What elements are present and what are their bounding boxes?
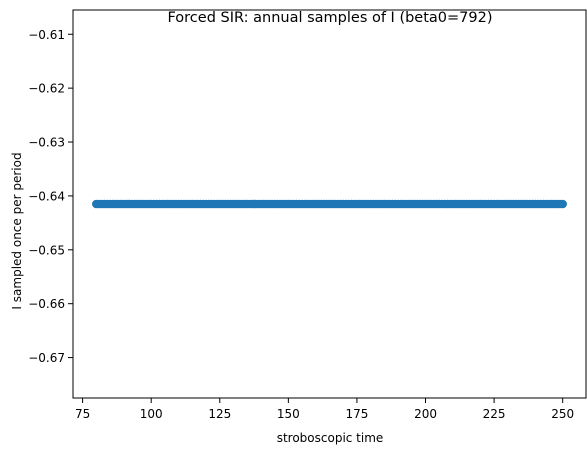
x-tick-label: 75 [75, 407, 90, 421]
x-tick-label: 150 [277, 407, 300, 421]
x-tick-label: 125 [208, 407, 231, 421]
y-axis-label: I sampled once per period [10, 152, 24, 309]
scatter-point [558, 199, 567, 209]
y-tick-label: −0.67 [28, 351, 65, 365]
y-tick-label: −0.66 [28, 297, 65, 311]
plot-frame [72, 9, 587, 399]
x-axis-ticks: 75 100 125 150 175 200 225 250 [75, 398, 574, 421]
x-tick-label: 100 [140, 407, 163, 421]
y-tick-label: −0.62 [28, 82, 65, 96]
y-tick-label: −0.65 [28, 243, 65, 257]
x-tick-label: 225 [483, 407, 506, 421]
scatter-points [92, 199, 567, 209]
y-tick-label: −0.61 [28, 28, 65, 42]
y-tick-label: −0.63 [28, 136, 65, 150]
x-axis-label: stroboscopic time [277, 431, 384, 445]
x-tick-label: 200 [414, 407, 437, 421]
x-tick-label: 175 [345, 407, 368, 421]
y-axis-ticks: −0.61 −0.62 −0.63 −0.64 −0.65 −0.66 −0.67 [28, 28, 73, 365]
chart-title: Forced SIR: annual samples of I (beta0=7… [167, 10, 492, 26]
y-tick-label: −0.64 [28, 189, 65, 203]
x-tick-label: 250 [551, 407, 574, 421]
